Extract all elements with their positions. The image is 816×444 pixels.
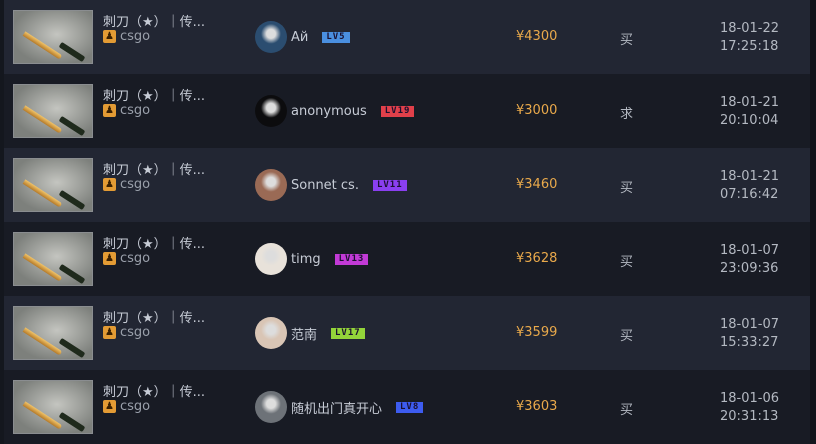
price: ¥3460 bbox=[516, 177, 558, 192]
date: 18-01-06 bbox=[720, 391, 780, 406]
avatar[interactable] bbox=[255, 21, 287, 53]
time: 23:09:36 bbox=[720, 261, 779, 276]
timestamp: 18-01-21 20:10:04 bbox=[720, 94, 779, 130]
item-name[interactable]: 刺刀（★）｜传... bbox=[103, 237, 206, 252]
item-image[interactable] bbox=[13, 232, 93, 286]
username[interactable]: timg bbox=[291, 251, 321, 267]
trade-row[interactable]: 刺刀（★）｜传... ♟ csgo 随机出门真开心 LV8 ¥3603 买 18-… bbox=[4, 370, 810, 444]
trade-type: 买 bbox=[620, 329, 634, 344]
trade-row[interactable]: 刺刀（★）｜传... ♟ csgo anonymous LV19 ¥3000 求 … bbox=[4, 74, 810, 148]
timestamp: 18-01-21 07:16:42 bbox=[720, 168, 779, 204]
date: 18-01-07 bbox=[720, 243, 780, 258]
csgo-icon: ♟ bbox=[103, 178, 116, 191]
date: 18-01-21 bbox=[720, 95, 780, 110]
item-name[interactable]: 刺刀（★）｜传... bbox=[103, 311, 206, 326]
user-info[interactable]: Ай LV5 bbox=[255, 21, 350, 53]
item-image[interactable] bbox=[13, 306, 93, 360]
time: 07:16:42 bbox=[720, 187, 779, 202]
csgo-icon: ♟ bbox=[103, 104, 116, 117]
game-label: ♟ csgo bbox=[103, 177, 150, 192]
trade-type: 买 bbox=[620, 33, 634, 48]
level-badge: LV13 bbox=[334, 253, 369, 265]
trade-row[interactable]: 刺刀（★）｜传... ♟ csgo Sonnet cs. LV11 ¥3460 买… bbox=[4, 148, 810, 222]
game-name: csgo bbox=[120, 29, 151, 44]
timestamp: 18-01-07 15:33:27 bbox=[720, 316, 779, 352]
time: 15:33:27 bbox=[720, 335, 779, 350]
trade-list: 刺刀（★）｜传... ♟ csgo Ай LV5 ¥4300 买 18-01-22… bbox=[4, 0, 810, 444]
price: ¥3603 bbox=[516, 399, 558, 414]
item-name[interactable]: 刺刀（★）｜传... bbox=[103, 15, 206, 30]
avatar[interactable] bbox=[255, 317, 287, 349]
date: 18-01-21 bbox=[720, 169, 780, 184]
date: 18-01-07 bbox=[720, 317, 780, 332]
csgo-icon: ♟ bbox=[103, 400, 116, 413]
game-name: csgo bbox=[120, 399, 151, 414]
username[interactable]: Ай bbox=[291, 29, 309, 45]
item-name[interactable]: 刺刀（★）｜传... bbox=[103, 385, 206, 400]
price: ¥4300 bbox=[516, 29, 558, 44]
user-info[interactable]: 范南 LV17 bbox=[255, 317, 365, 349]
price: ¥3000 bbox=[516, 103, 558, 118]
scrollbar[interactable] bbox=[810, 0, 816, 440]
trade-type: 买 bbox=[620, 255, 634, 270]
avatar[interactable] bbox=[255, 391, 287, 423]
game-name: csgo bbox=[120, 103, 151, 118]
date: 18-01-22 bbox=[720, 21, 780, 36]
game-label: ♟ csgo bbox=[103, 103, 150, 118]
avatar[interactable] bbox=[255, 169, 287, 201]
price: ¥3599 bbox=[516, 325, 558, 340]
csgo-icon: ♟ bbox=[103, 326, 116, 339]
time: 20:10:04 bbox=[720, 113, 779, 128]
user-info[interactable]: timg LV13 bbox=[255, 243, 369, 275]
game-name: csgo bbox=[120, 177, 151, 192]
item-name[interactable]: 刺刀（★）｜传... bbox=[103, 163, 206, 178]
game-label: ♟ csgo bbox=[103, 251, 150, 266]
item-image[interactable] bbox=[13, 158, 93, 212]
level-badge: LV11 bbox=[372, 179, 407, 191]
csgo-icon: ♟ bbox=[103, 30, 116, 43]
trade-row[interactable]: 刺刀（★）｜传... ♟ csgo timg LV13 ¥3628 买 18-01… bbox=[4, 222, 810, 296]
time: 17:25:18 bbox=[720, 39, 779, 54]
csgo-icon: ♟ bbox=[103, 252, 116, 265]
user-info[interactable]: 随机出门真开心 LV8 bbox=[255, 391, 424, 423]
timestamp: 18-01-07 23:09:36 bbox=[720, 242, 779, 278]
level-badge: LV5 bbox=[322, 31, 350, 43]
item-image[interactable] bbox=[13, 84, 93, 138]
timestamp: 18-01-22 17:25:18 bbox=[720, 20, 779, 56]
level-badge: LV8 bbox=[396, 401, 424, 413]
trade-row[interactable]: 刺刀（★）｜传... ♟ csgo Ай LV5 ¥4300 买 18-01-22… bbox=[4, 0, 810, 74]
avatar[interactable] bbox=[255, 243, 287, 275]
item-name[interactable]: 刺刀（★）｜传... bbox=[103, 89, 206, 104]
game-label: ♟ csgo bbox=[103, 325, 150, 340]
item-image[interactable] bbox=[13, 380, 93, 434]
trade-row[interactable]: 刺刀（★）｜传... ♟ csgo 范南 LV17 ¥3599 买 18-01-0… bbox=[4, 296, 810, 370]
user-info[interactable]: Sonnet cs. LV11 bbox=[255, 169, 407, 201]
time: 20:31:13 bbox=[720, 409, 779, 424]
price: ¥3628 bbox=[516, 251, 558, 266]
level-badge: LV19 bbox=[380, 105, 415, 117]
timestamp: 18-01-06 20:31:13 bbox=[720, 390, 779, 426]
game-label: ♟ csgo bbox=[103, 29, 150, 44]
username[interactable]: Sonnet cs. bbox=[291, 177, 359, 193]
game-label: ♟ csgo bbox=[103, 399, 150, 414]
level-badge: LV17 bbox=[331, 327, 365, 339]
game-name: csgo bbox=[120, 325, 151, 340]
trade-type: 买 bbox=[620, 181, 634, 196]
avatar[interactable] bbox=[255, 95, 287, 127]
username[interactable]: anonymous bbox=[291, 103, 367, 119]
trade-type: 求 bbox=[620, 107, 634, 122]
username[interactable]: 范南 bbox=[291, 327, 318, 343]
item-image[interactable] bbox=[13, 10, 93, 64]
user-info[interactable]: anonymous LV19 bbox=[255, 95, 415, 127]
username[interactable]: 随机出门真开心 bbox=[291, 401, 383, 417]
game-name: csgo bbox=[120, 251, 151, 266]
trade-type: 买 bbox=[620, 403, 634, 418]
